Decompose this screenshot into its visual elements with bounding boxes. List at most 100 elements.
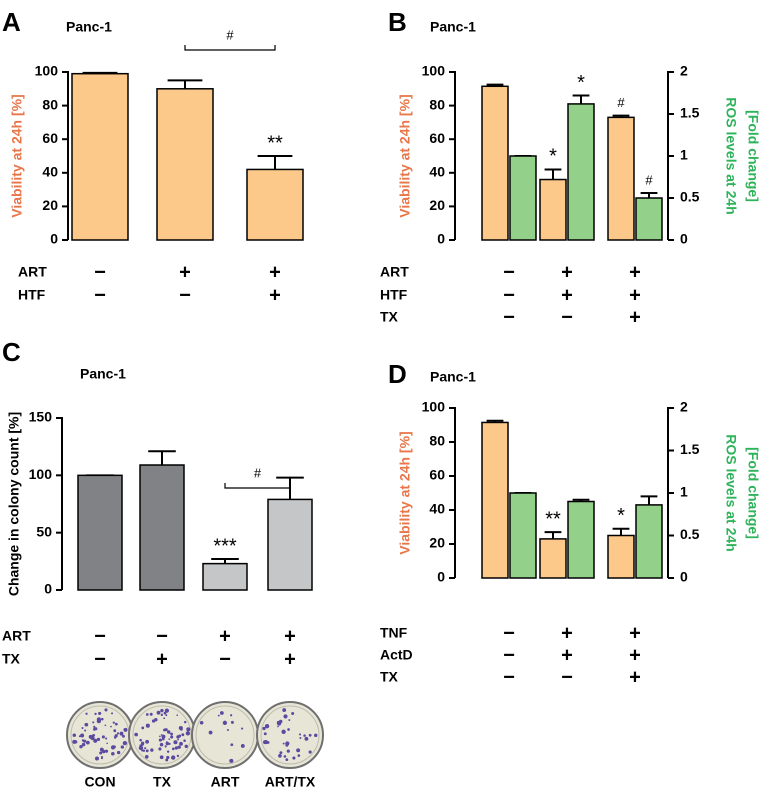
colony <box>159 755 164 760</box>
bar <box>139 464 185 591</box>
y-tick-label: 100 <box>29 466 53 482</box>
colony <box>287 728 290 731</box>
condition-sign: + <box>156 648 168 670</box>
colony <box>181 733 185 737</box>
colony <box>100 757 103 760</box>
colony <box>165 741 168 744</box>
colony <box>116 732 120 735</box>
y-tick-label: 20 <box>429 197 445 213</box>
colony <box>281 729 286 734</box>
bar <box>481 421 509 579</box>
colony <box>160 713 164 717</box>
panel-title: Panc-1 <box>66 19 112 35</box>
condition-sign: + <box>284 625 296 647</box>
bar <box>71 72 129 241</box>
condition-sign: − <box>94 284 106 306</box>
colony <box>92 721 95 724</box>
bar <box>567 500 595 579</box>
dish-label: CON <box>84 774 115 790</box>
condition-sign: + <box>561 644 573 666</box>
colony <box>104 749 109 753</box>
colony <box>177 745 181 749</box>
dish-label: TX <box>153 774 172 790</box>
colony <box>85 712 88 715</box>
y-tick-label: 20 <box>429 535 445 551</box>
colony <box>296 748 301 753</box>
colony <box>106 742 108 745</box>
colony <box>92 728 96 731</box>
bar <box>539 538 567 579</box>
y-axis-label: Viability at 24h [%] <box>9 94 25 217</box>
colony <box>116 750 121 755</box>
colony <box>283 755 287 758</box>
y-tick-label: 100 <box>35 63 59 79</box>
condition-sign: − <box>179 284 191 306</box>
colony <box>292 756 296 760</box>
condition-name: ART <box>2 628 31 644</box>
colony <box>171 747 175 751</box>
colony <box>156 710 161 715</box>
colony <box>262 726 266 731</box>
colony <box>168 742 171 745</box>
colony <box>145 739 150 744</box>
colony <box>222 720 228 725</box>
y-tick-label: 0 <box>437 569 445 585</box>
condition-sign: + <box>629 261 641 283</box>
condition-name: HTF <box>380 287 408 303</box>
significance: * <box>617 505 625 527</box>
colony <box>226 729 229 732</box>
panel-letter: D <box>388 359 407 389</box>
colony <box>88 734 93 739</box>
condition-name: TX <box>380 669 399 685</box>
colony <box>208 730 213 735</box>
colony <box>219 711 224 715</box>
colony <box>285 758 289 761</box>
colony <box>145 723 150 728</box>
colony <box>166 755 170 760</box>
colony <box>122 734 125 738</box>
condition-sign: + <box>179 261 191 283</box>
colony <box>314 733 318 738</box>
colony <box>161 734 166 739</box>
condition-sign: + <box>561 622 573 644</box>
colony <box>283 714 288 719</box>
dish <box>191 701 259 769</box>
condition-sign: − <box>561 306 573 328</box>
colony <box>113 745 116 749</box>
condition-sign: − <box>503 666 515 688</box>
y-tick-label: 60 <box>429 467 445 483</box>
y-tick-label: 150 <box>29 409 53 425</box>
y-tick-label: 20 <box>42 197 58 213</box>
panel-letter: C <box>2 337 21 367</box>
colony <box>230 714 233 717</box>
condition-name: ActD <box>380 647 413 663</box>
colony <box>183 720 187 724</box>
colony <box>142 749 145 752</box>
y-tick-label: 0 <box>44 581 52 597</box>
significance: * <box>577 72 585 94</box>
colony <box>85 740 90 745</box>
colony <box>91 734 95 737</box>
condition-sign: + <box>284 648 296 670</box>
colony <box>144 755 149 759</box>
colony <box>158 747 162 751</box>
colony <box>114 722 118 726</box>
condition-name: TX <box>380 309 399 325</box>
y-tick-label: 60 <box>42 130 58 146</box>
dish <box>256 701 324 769</box>
colony <box>119 731 124 736</box>
colony <box>123 727 128 732</box>
colony <box>180 728 183 731</box>
colony <box>279 719 283 724</box>
colony <box>121 746 124 749</box>
colony <box>159 735 161 738</box>
condition-sign: − <box>94 261 106 283</box>
colony <box>84 722 89 727</box>
colony <box>308 733 312 737</box>
significance: *** <box>213 535 237 557</box>
colony <box>112 721 115 724</box>
colony <box>164 728 168 732</box>
bracket-label: # <box>226 27 234 42</box>
condition-sign: − <box>503 622 515 644</box>
